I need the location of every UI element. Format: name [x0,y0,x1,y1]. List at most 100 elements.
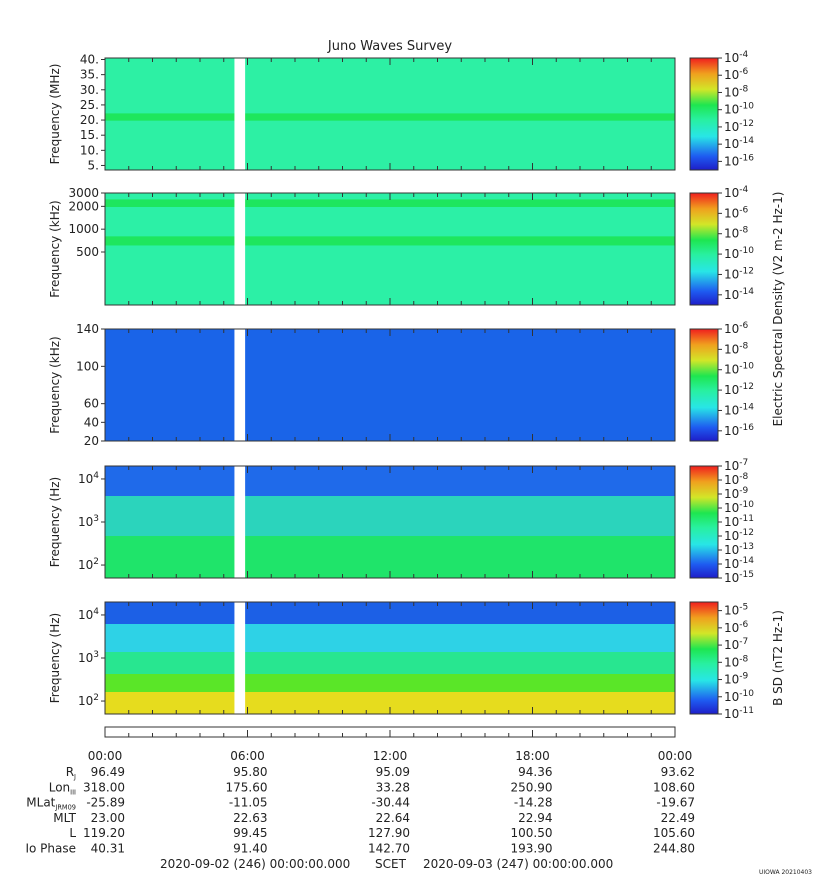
panel-hz-electric: 102 103 104 Frequency (Hz) 10-710-810-910-10… [48,458,754,585]
y-tick-label: 500 [76,245,99,259]
ephemeris-row-label: MLT [53,811,76,825]
y-axis-label: Frequency (Hz) [48,613,62,704]
ephemeris-value: 244.80 [653,842,695,856]
y-tick-label: 3000 [68,186,99,200]
data-gap [234,466,246,578]
footer-scet-label: SCET [375,857,407,871]
ephemeris-table: RJ 96.49 95.80 95.09 94.36 93.62 LonIII 318.00 1… [25,765,695,856]
ephemeris-value: 33.28 [376,780,410,794]
colorbar-tick-label: 10-10 [724,362,754,377]
y-tick-label: 20. [80,113,99,127]
y-tick-label: 25. [80,98,99,112]
ephemeris-value: -14.28 [514,796,553,810]
y-tick-label: 102 [78,557,99,572]
colorbar-tick-label: 10-14 [724,136,754,151]
ephemeris-value: 142.70 [368,842,410,856]
y-axis-label: Frequency (kHz) [48,336,62,433]
colorbar-tick-label: 10-7 [724,458,748,473]
y-axis-label: Frequency (kHz) [48,200,62,297]
panel-khz-low: 20 40 60 100 140 Frequency (kHz) 10-6 10-8 10-10… [48,321,754,448]
time-tick-label: 18:00 [515,749,550,763]
ephemeris-row-label: MLatJRM09 [26,796,76,812]
ephemeris-value: 105.60 [653,826,695,840]
ephemeris-value: 193.90 [511,842,553,856]
ephemeris-value: 99.45 [233,826,267,840]
ephemeris-value: 23.00 [91,811,125,825]
colorbar-tick-label: 10-10 [724,689,754,704]
colorbar [689,465,719,579]
ephemeris-value: 94.36 [518,765,552,779]
y-tick-label: 60 [84,397,99,411]
panel-hz-magnetic: 102 103 104 Frequency (Hz) 10-5 10-6 10-7 10-8 1… [48,601,785,721]
ephemeris-value: 318.00 [83,780,125,794]
colorbar-tick-label: 10-8 [724,472,749,487]
colorbar-tick-label: 10-6 [724,620,749,635]
y-tick-label: 30. [80,83,99,97]
colorbar-tick-label: 10-16 [724,423,754,438]
time-axis: 00:00 06:00 12:00 18:00 00:00 [88,726,693,763]
colorbar-tick-label: 10-6 [724,67,749,82]
y-tick-label: 103 [78,650,99,665]
y-tick-label: 15. [80,128,99,142]
ephemeris-row-label: L [69,826,76,840]
credit-stamp: UIOWA 20210403 [759,869,812,876]
ephemeris-value: 119.20 [83,826,125,840]
y-axis-label: Frequency (Hz) [48,477,62,568]
ephemeris-value: 22.63 [233,811,267,825]
y-tick-label: 40. [80,53,99,67]
ephemeris-value: 250.90 [511,780,553,794]
ephemeris-value: 40.31 [91,842,125,856]
colorbar-tick-label: 10-6 [724,321,749,336]
y-tick-label: 103 [78,514,99,529]
colorbar-tick-label: 10-8 [724,341,749,356]
ephemeris-row-label: Io Phase [25,842,76,856]
colorbar-tick-label: 10-12 [724,266,754,281]
colorbar-tick-label: 10-6 [724,205,749,220]
data-gap [234,329,246,441]
ephemeris-value: 95.80 [233,765,267,779]
ephemeris-value: -30.44 [371,796,410,810]
colorbar-tick-label: 10-14 [724,402,754,417]
colorbar-label: Electric Spectral Density (V2 m-2 Hz-1) [771,192,785,427]
time-tick-label: 00:00 [88,749,123,763]
colorbar-tick-label: 10-10 [724,102,754,117]
colorbar-tick-label: 10-15 [724,570,754,585]
colorbar-tick-label: 10-5 [724,603,748,618]
colorbar-tick-label: 10-10 [724,500,754,515]
colorbar-tick-label: 10-4 [724,185,749,200]
ephemeris-value: 22.49 [661,811,695,825]
colorbar-label: B SD (nT2 Hz-1) [771,610,785,706]
ephemeris-value: 91.40 [233,842,267,856]
emission-band [105,236,675,246]
time-tick-label: 12:00 [373,749,408,763]
data-gap [234,193,246,305]
spectrogram-panels: 5.10.15.20.25.30.35.40. Frequency (MHz) 10… [48,50,785,721]
colorbar-tick-label: 10-10 [724,246,754,261]
y-axis-label: Frequency (MHz) [48,64,62,165]
y-tick-label: 104 [78,607,99,622]
time-tick-label: 00:00 [658,749,693,763]
y-tick-label: 35. [80,68,99,82]
colorbar-tick-label: 10-7 [724,637,748,652]
colorbar-tick-label: 10-9 [724,672,749,687]
y-tick-label: 104 [78,471,99,486]
footer-start-time: 2020-09-02 (246) 00:00:00.000 [160,857,350,871]
time-tick-label: 06:00 [230,749,265,763]
y-tick-label: 140 [76,322,99,336]
ephemeris-row-label: RJ [66,765,76,781]
ephemeris-value: 108.60 [653,780,695,794]
emission-band [105,199,675,208]
ephemeris-value: 22.94 [518,811,552,825]
colorbar-tick-label: 10-8 [724,84,749,99]
y-tick-label: 1000 [68,222,99,236]
emission-band [105,113,675,121]
ephemeris-value: 95.09 [376,765,410,779]
colorbar-tick-label: 10-11 [724,514,754,529]
chart-title: Juno Waves Survey [327,39,453,54]
ephemeris-value: 127.90 [368,826,410,840]
colorbar-tick-label: 10-16 [724,153,754,168]
colorbar [689,328,719,442]
colorbar-tick-label: 10-8 [724,226,749,241]
ephemeris-value: -11.05 [229,796,268,810]
